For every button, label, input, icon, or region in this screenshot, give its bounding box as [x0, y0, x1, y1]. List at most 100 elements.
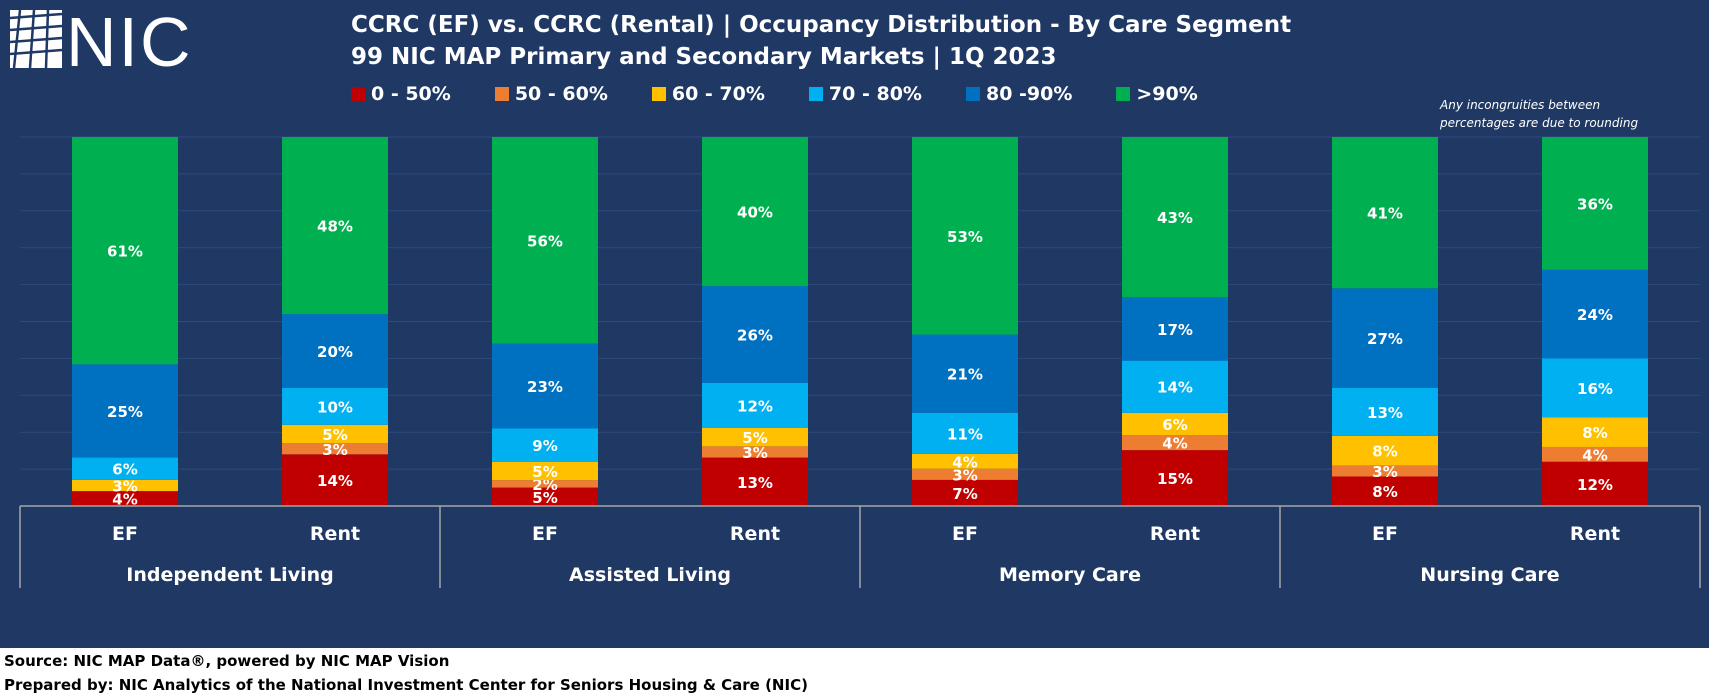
legend-item-60-70: 60 - 70% — [651, 83, 765, 105]
x-tick-label: EF — [532, 523, 558, 545]
data-label: 6% — [1162, 416, 1187, 434]
bar-segment — [912, 412, 1018, 454]
legend-item-50-60: 50 - 60% — [494, 83, 608, 105]
legend-swatch — [965, 87, 980, 101]
bar-segment — [1332, 465, 1438, 477]
legend-swatch — [351, 87, 365, 101]
data-label: 41% — [1367, 205, 1403, 223]
bar-segment — [1542, 461, 1648, 506]
legend-label: 60 - 70% — [671, 83, 765, 105]
rounding-note-line2: percentages are due to rounding — [1440, 116, 1639, 130]
bar-segment — [282, 137, 388, 315]
bar-segment — [1122, 435, 1228, 451]
data-label: 4% — [952, 453, 977, 471]
logo-wordmark: NIC — [66, 3, 193, 81]
chart-subtitle: 99 NIC MAP Primary and Secondary Markets… — [351, 44, 1057, 70]
legend-swatch — [494, 87, 509, 101]
bar-segment — [282, 454, 388, 506]
bar-segment — [1122, 450, 1228, 506]
data-label: 14% — [317, 472, 353, 490]
bar-segment — [912, 479, 1018, 506]
x-tick-label: EF — [1372, 523, 1398, 545]
legend: 0 - 50% 50 - 60% 60 - 70% 70 - 80% 80 -9… — [351, 83, 1242, 105]
x-group-label: Memory Care — [999, 564, 1141, 586]
data-label: 23% — [527, 378, 563, 396]
data-label: 26% — [737, 327, 773, 345]
prepared-by-footnote: Prepared by: NIC Analytics of the Nation… — [4, 676, 808, 694]
legend-item-70-80: 70 - 80% — [808, 83, 922, 105]
data-label: 3% — [742, 444, 767, 462]
x-tick-label: Rent — [730, 523, 780, 545]
data-label: 53% — [947, 228, 983, 246]
legend-swatch — [651, 87, 666, 101]
x-tick-label: Rent — [1570, 523, 1620, 545]
data-label: 8% — [1372, 483, 1397, 501]
rounding-note-line1: Any incongruities between — [1440, 98, 1601, 112]
data-label: 5% — [532, 489, 557, 507]
bar-segment — [282, 314, 388, 388]
bar-segment — [492, 480, 598, 488]
data-label: 13% — [737, 474, 773, 492]
x-tick-label: Rent — [1150, 523, 1200, 545]
bar-segment — [1542, 446, 1648, 462]
data-label: 16% — [1577, 380, 1613, 398]
bar-segment — [912, 468, 1018, 480]
data-label: 12% — [1577, 476, 1613, 494]
data-label: 6% — [112, 461, 137, 479]
data-label: 14% — [1157, 379, 1193, 397]
data-label: 5% — [322, 426, 347, 444]
data-label: 20% — [317, 343, 353, 361]
data-label: 4% — [112, 491, 137, 509]
x-tick-label: EF — [112, 523, 138, 545]
bar-segment — [282, 443, 388, 455]
bar-segment — [492, 487, 598, 506]
x-group-label: Nursing Care — [1420, 564, 1559, 586]
bar-segment — [282, 387, 388, 425]
data-label: 7% — [952, 485, 977, 503]
bar-segment — [492, 343, 598, 429]
bar-segment — [702, 427, 808, 447]
bar-segment — [702, 383, 808, 428]
source-footnote: Source: NIC MAP Data®, powered by NIC MA… — [4, 652, 450, 670]
bar-segment — [702, 286, 808, 383]
legend-label: 50 - 60% — [514, 83, 608, 105]
bar-segment — [72, 137, 178, 365]
data-label: 48% — [317, 218, 353, 236]
rounding-note: Any incongruities between percentages ar… — [1440, 96, 1708, 132]
data-label: 3% — [112, 478, 137, 496]
bar-segment — [1122, 360, 1228, 413]
data-label: 3% — [952, 466, 977, 484]
legend-item-0-50: 0 - 50% — [351, 83, 451, 105]
bar-segment — [72, 491, 178, 506]
chart-panel: NIC CCRC (EF) vs. CCRC (Rental) | Occupa… — [0, 0, 1709, 648]
data-label: 11% — [947, 425, 983, 443]
legend-item-over-90: >90% — [1116, 83, 1198, 105]
bar-segment — [1332, 288, 1438, 388]
data-label: 4% — [1582, 446, 1607, 464]
data-label: 8% — [1582, 424, 1607, 442]
bar-segment — [1542, 137, 1648, 270]
bar-segment — [492, 461, 598, 481]
legend-label: 0 - 50% — [371, 83, 451, 105]
bar-segment — [912, 453, 1018, 469]
data-label: 21% — [947, 366, 983, 384]
bar-segment — [72, 479, 178, 492]
data-label: 12% — [737, 397, 773, 415]
bar-segment — [1122, 412, 1228, 436]
bar-segment — [1332, 476, 1438, 506]
data-label: 3% — [1372, 463, 1397, 481]
bar-segment — [1332, 435, 1438, 466]
legend-swatch — [808, 87, 823, 101]
data-label: 17% — [1157, 321, 1193, 339]
bar-segment — [702, 457, 808, 506]
nic-logo: NIC — [9, 3, 236, 81]
data-label: 10% — [317, 398, 353, 416]
x-tick-label: EF — [952, 523, 978, 545]
legend-label: 80 -90% — [985, 83, 1073, 105]
logo-globe-icon — [9, 9, 63, 69]
chart-title: CCRC (EF) vs. CCRC (Rental) | Occupancy … — [351, 12, 1292, 38]
bar-segment — [72, 364, 178, 458]
data-label: 24% — [1577, 306, 1613, 324]
data-label: 43% — [1157, 209, 1193, 227]
x-group-label: Assisted Living — [569, 564, 731, 586]
